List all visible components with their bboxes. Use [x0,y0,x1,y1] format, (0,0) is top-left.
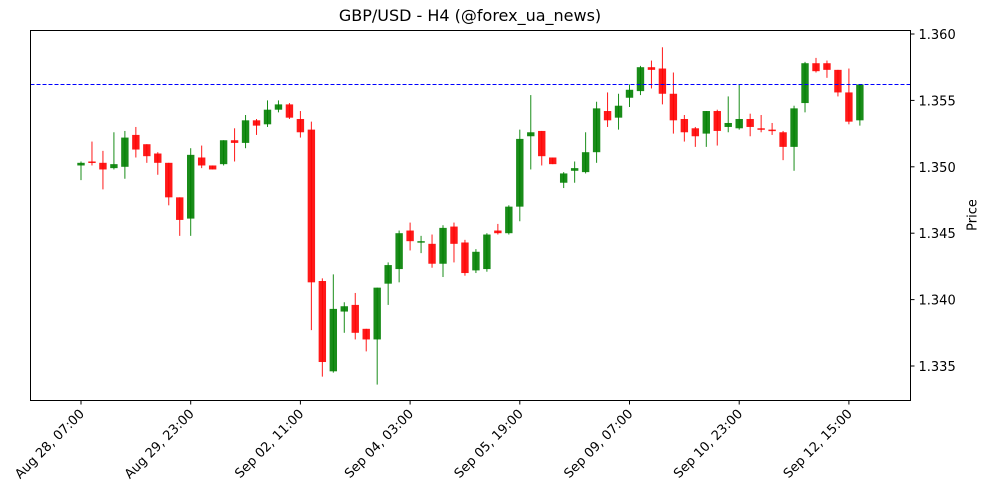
candle-down [99,162,107,170]
candle-down [549,157,557,165]
candle-down [362,328,370,340]
candles-layer [77,47,864,385]
candle-up [329,308,338,372]
candle-up [790,108,798,147]
candle-down [823,63,831,70]
candle-up [735,118,743,129]
candle-down [406,230,414,242]
candle-down [296,118,305,133]
y-tick-label: 1.355 [919,94,956,109]
candle-up [384,265,392,284]
candle-up [439,227,447,264]
x-tick-label: Sep 09, 07:00 [561,407,636,482]
x-tick-label: Sep 05, 19:00 [452,407,527,482]
candle-up [559,173,568,183]
candle-down [132,134,140,150]
candle-up [340,306,348,312]
candle-up [614,105,623,118]
plot-frame [30,30,911,401]
candle-down [450,226,458,244]
candle-up [625,89,634,98]
candle-down [165,162,173,198]
candle-down [691,128,700,137]
x-tick-label: Sep 04, 03:00 [342,407,417,482]
x-tick-label: Aug 28, 07:00 [12,407,88,483]
candle-down [603,111,612,121]
candle-up [110,164,118,169]
candle-down [768,129,776,132]
candle-down [208,165,217,170]
candle-down [812,63,820,72]
candle-down [197,157,206,166]
candle-up [702,111,710,134]
candle-down [494,230,502,234]
candle-up [636,67,645,92]
x-axis: Aug 28, 07:00 Aug 29, 23:00 Sep 02, 11:00 S… [12,400,856,483]
candle-down [779,132,787,147]
candle-up [373,287,381,340]
candle-up [801,63,809,104]
candle-up [187,154,195,219]
candle-down [647,67,656,70]
candle-down [658,68,667,94]
candle-down [845,92,853,122]
x-tick-label: Aug 29, 23:00 [122,407,198,483]
candle-down [669,93,678,121]
candle-up [592,108,601,153]
candle-up [724,122,732,127]
x-tick-label: Sep 12, 15:00 [781,407,856,482]
candle-up [395,233,403,270]
candle-up [219,140,228,165]
candle-up [274,104,283,110]
y-tick-label: 1.335 [919,360,956,375]
chart-title: GBP/USD - H4 (@forex_ua_news) [338,6,602,25]
candle-up [581,152,590,173]
candle-down [351,304,359,333]
candle-up [417,241,425,243]
candle-up [856,84,864,121]
candle-down [307,129,316,283]
candle-down [143,144,151,157]
candle-down [461,242,469,274]
y-tick-label: 1.345 [919,227,956,242]
candle-down [538,130,546,157]
candle-up [121,137,129,167]
candle-up [505,206,513,234]
candle-up [241,120,250,143]
y-axis-label: Price [966,200,981,230]
candle-down [428,243,436,264]
x-tick-label: Sep 02, 11:00 [232,407,307,482]
candle-down [834,69,842,93]
y-tick-label: 1.360 [919,28,956,43]
candle-down [680,118,689,133]
candle-up [516,138,524,207]
candle-up [263,109,272,125]
candle-down [713,111,721,131]
candle-down [88,161,96,163]
candle-down [746,118,754,127]
candle-down [176,197,184,220]
candle-down [154,153,162,163]
svg-text:Price: Price [966,200,981,230]
candle-up [77,162,85,166]
x-tick-label: Sep 10, 23:00 [671,407,746,482]
candle-down [757,128,765,130]
candle-down [252,120,261,126]
y-tick-label: 1.340 [919,294,956,309]
candle-up [483,234,491,270]
y-axis: 1.335 1.340 1.345 1.350 1.355 1.360 [910,28,956,375]
candle-up [570,168,579,171]
candle-down [285,104,294,118]
candle-up [527,132,535,137]
candle-down [230,140,239,143]
candle-down [318,281,327,363]
candle-up [472,251,480,271]
y-tick-label: 1.350 [919,161,956,176]
